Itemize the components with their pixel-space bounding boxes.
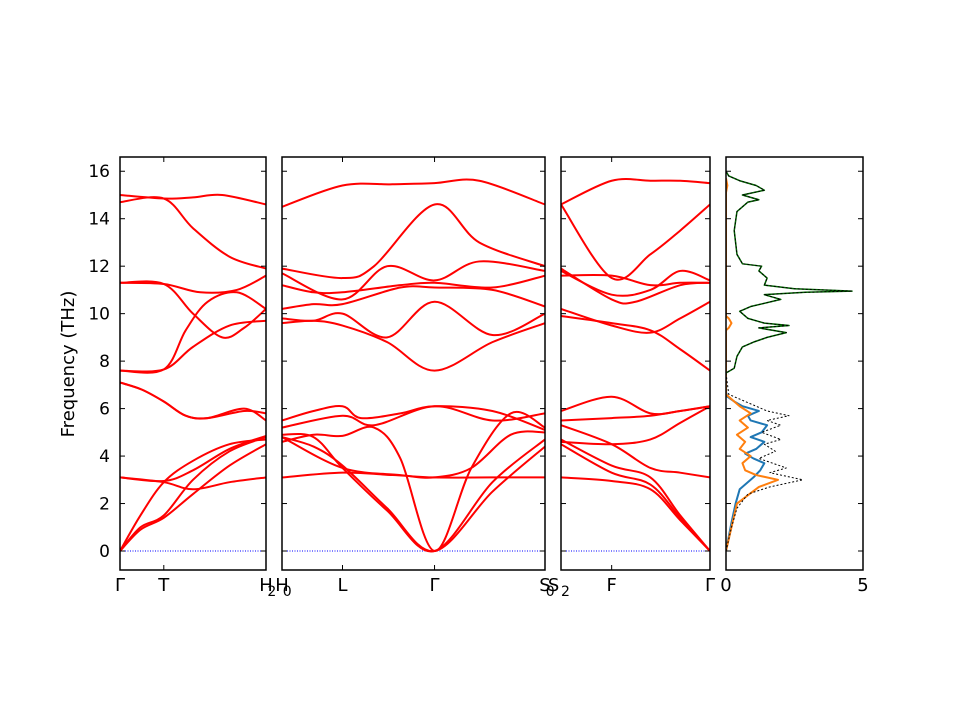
phonon-band-9 bbox=[120, 291, 266, 374]
phonon-band-2 bbox=[120, 436, 266, 552]
phonon-band-6 bbox=[120, 381, 266, 420]
phonon-band-6 bbox=[282, 405, 545, 429]
dos-series-3 bbox=[726, 170, 853, 374]
phonon-band-4 bbox=[282, 430, 545, 479]
band-panel-1: Γ T H2 bbox=[115, 156, 276, 600]
x-tick-subscript: 0 bbox=[283, 584, 292, 600]
phonon-band-12 bbox=[561, 269, 710, 297]
phonon-band-10 bbox=[561, 267, 710, 305]
phonon-band-13 bbox=[561, 203, 710, 281]
phonon-band-7 bbox=[282, 404, 545, 431]
x-tick-label: L bbox=[337, 575, 347, 596]
panel-1-bands bbox=[120, 193, 266, 552]
phonon-band-10 bbox=[282, 285, 545, 310]
dos-series-2 bbox=[726, 178, 780, 552]
y-tick-label: 16 bbox=[88, 162, 110, 182]
y-tick-label: 4 bbox=[99, 447, 110, 467]
x-tick-label: F bbox=[606, 575, 616, 596]
phonon-band-12 bbox=[120, 196, 266, 270]
x-tick-label: Γ bbox=[115, 575, 125, 596]
phonon-band-11 bbox=[282, 274, 545, 295]
dos-curves bbox=[726, 170, 853, 552]
x-tick-label: S bbox=[539, 575, 550, 596]
y-tick-label: 8 bbox=[99, 352, 110, 372]
x-tick-label: H bbox=[259, 575, 273, 596]
y-tick-label: 2 bbox=[99, 495, 110, 515]
y-tick-label: 0 bbox=[99, 542, 110, 562]
x-tick-subscript: 0 bbox=[546, 584, 555, 600]
phonon-band-8 bbox=[561, 315, 710, 372]
phonon-band-10 bbox=[120, 280, 266, 339]
phonon-band-14 bbox=[282, 178, 545, 208]
x-tick-subscript: 2 bbox=[561, 584, 570, 600]
dos-x-tick-label: 5 bbox=[857, 575, 868, 596]
band-panel-2: H0 L Γ S0 bbox=[275, 156, 555, 600]
panel-2-frame bbox=[281, 156, 546, 571]
phonon-band-7 bbox=[120, 381, 266, 422]
panel-3-frame bbox=[560, 156, 711, 571]
phonon-band-13 bbox=[282, 203, 545, 280]
panel-2-bands bbox=[282, 178, 545, 553]
phonon-band-3 bbox=[282, 432, 545, 553]
phonon-band-6 bbox=[561, 395, 710, 416]
y-tick-label: 12 bbox=[88, 257, 110, 277]
phonon-band-9 bbox=[282, 300, 545, 339]
phonon-band-4 bbox=[561, 424, 710, 479]
x-tick-label: T bbox=[157, 575, 170, 596]
x-tick-label: Γ bbox=[705, 575, 715, 596]
phonon-band-5 bbox=[282, 410, 545, 553]
x-tick-subscript: 2 bbox=[267, 584, 276, 600]
phonon-band-7 bbox=[561, 405, 710, 422]
phonon-band-8 bbox=[282, 319, 545, 372]
phonon-band-12 bbox=[282, 260, 545, 301]
dos-series-4 bbox=[726, 170, 853, 552]
x-tick-label: Γ bbox=[430, 575, 440, 596]
panel-4-frame bbox=[725, 156, 864, 571]
phonon-band-8 bbox=[120, 319, 266, 373]
y-tick-label: 6 bbox=[99, 400, 110, 420]
panel-1-frame bbox=[119, 156, 267, 571]
x-tick-label: H bbox=[275, 575, 289, 596]
phonon-band-14 bbox=[561, 177, 710, 206]
phonon-band-1 bbox=[120, 443, 266, 552]
phonon-band-11 bbox=[561, 273, 710, 287]
phonon-band-9 bbox=[561, 300, 710, 334]
phonon-band-3 bbox=[561, 438, 710, 552]
y-tick-label: 14 bbox=[88, 210, 110, 230]
phonon-band-5 bbox=[120, 434, 266, 483]
phonon-band-3 bbox=[120, 438, 266, 552]
y-tick-label: 10 bbox=[88, 305, 110, 325]
x-tick-label: S bbox=[548, 575, 559, 596]
dos-x-tick-label: 0 bbox=[720, 575, 731, 596]
phonon-band-11 bbox=[120, 274, 266, 294]
panel-3-bands bbox=[561, 177, 710, 552]
phonon-band-2 bbox=[282, 436, 545, 553]
phonon-band-13 bbox=[120, 193, 266, 206]
phonon-band-1 bbox=[561, 476, 710, 552]
phonon-band-5 bbox=[561, 405, 710, 446]
dos-series-1 bbox=[726, 391, 769, 552]
y-axis-label: Frequency (THz) bbox=[58, 291, 79, 438]
